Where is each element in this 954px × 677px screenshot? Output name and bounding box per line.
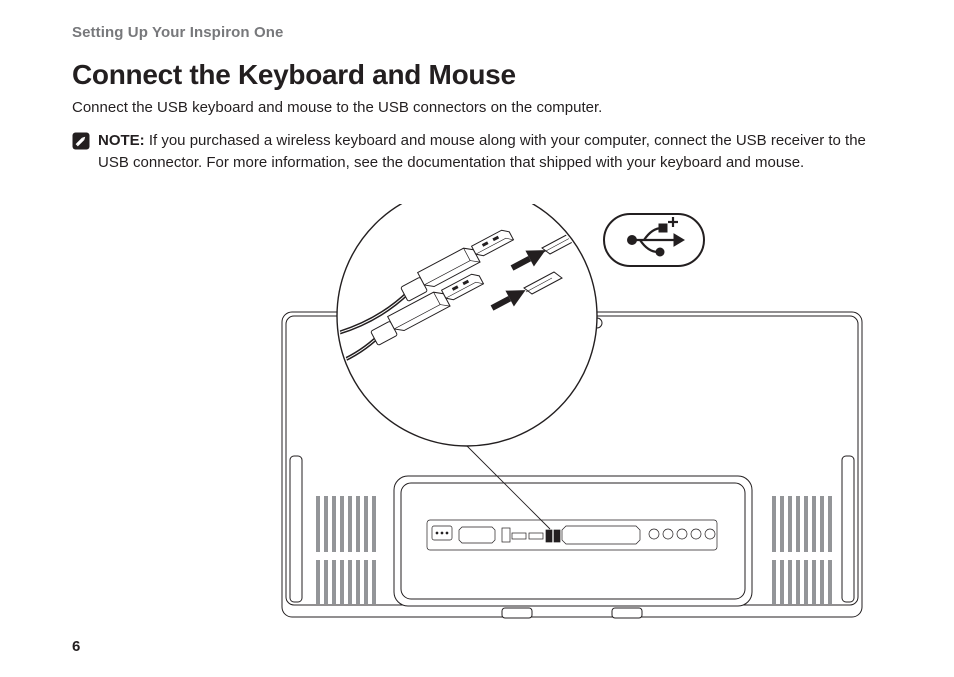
note-block: NOTE: If you purchased a wireless keyboa…	[72, 130, 882, 175]
pencil-note-icon	[72, 132, 90, 155]
page-title: Connect the Keyboard and Mouse	[72, 59, 882, 91]
note-text: NOTE: If you purchased a wireless keyboa…	[98, 130, 882, 175]
section-header: Setting Up Your Inspiron One	[72, 24, 882, 41]
note-label: NOTE:	[98, 132, 145, 149]
intro-text: Connect the USB keyboard and mouse to th…	[72, 97, 882, 120]
note-body: If you purchased a wireless keyboard and…	[98, 132, 866, 172]
page-number: 6	[72, 638, 80, 655]
figure-usb-connect	[72, 204, 882, 624]
usb-icon	[604, 214, 704, 266]
